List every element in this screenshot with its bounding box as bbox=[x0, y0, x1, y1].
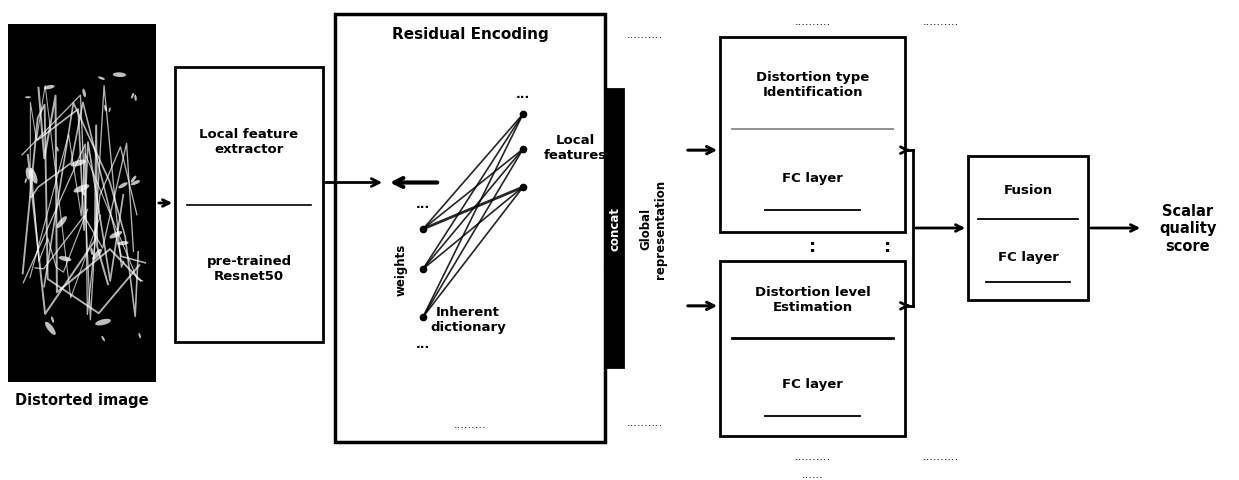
Ellipse shape bbox=[71, 160, 85, 167]
Ellipse shape bbox=[82, 89, 85, 98]
Bar bbox=[7, 25, 156, 382]
Text: ...: ... bbox=[416, 198, 430, 211]
Text: Distortion type
Identification: Distortion type Identification bbox=[756, 71, 869, 98]
Ellipse shape bbox=[90, 248, 93, 255]
Text: Scalar
quality
score: Scalar quality score bbox=[1160, 204, 1217, 253]
Text: :: : bbox=[809, 238, 817, 256]
Ellipse shape bbox=[26, 168, 30, 180]
Text: Global
representation: Global representation bbox=[639, 179, 667, 278]
Ellipse shape bbox=[25, 97, 31, 99]
Ellipse shape bbox=[95, 319, 112, 326]
Text: Distortion level
Estimation: Distortion level Estimation bbox=[755, 286, 870, 314]
Text: FC layer: FC layer bbox=[782, 377, 843, 390]
Text: ..........: .......... bbox=[627, 30, 663, 40]
Text: Fusion: Fusion bbox=[1004, 183, 1053, 196]
Bar bbox=[720, 38, 904, 232]
Ellipse shape bbox=[109, 231, 123, 239]
Ellipse shape bbox=[98, 77, 105, 81]
Text: ..........: .......... bbox=[923, 451, 959, 461]
Text: pre-trained
Resnet50: pre-trained Resnet50 bbox=[207, 254, 291, 282]
Ellipse shape bbox=[93, 249, 102, 261]
Bar bbox=[720, 262, 904, 436]
Ellipse shape bbox=[45, 322, 56, 335]
Text: .........: ......... bbox=[453, 419, 487, 429]
Ellipse shape bbox=[118, 241, 129, 246]
Bar bbox=[607, 90, 623, 367]
Ellipse shape bbox=[56, 147, 58, 152]
Text: Residual Encoding: Residual Encoding bbox=[392, 27, 549, 42]
Ellipse shape bbox=[139, 333, 141, 339]
Bar bbox=[335, 15, 605, 442]
Text: FC layer: FC layer bbox=[997, 251, 1058, 264]
Bar bbox=[175, 68, 323, 342]
Ellipse shape bbox=[131, 94, 134, 99]
Ellipse shape bbox=[131, 181, 140, 186]
Ellipse shape bbox=[57, 216, 67, 228]
Ellipse shape bbox=[30, 169, 37, 184]
Text: ..........: .......... bbox=[627, 417, 663, 427]
Text: FC layer: FC layer bbox=[782, 171, 843, 184]
Text: ...: ... bbox=[416, 338, 430, 351]
Ellipse shape bbox=[81, 189, 85, 196]
Text: :: : bbox=[885, 238, 892, 256]
Text: concat: concat bbox=[608, 206, 622, 251]
Ellipse shape bbox=[104, 106, 107, 112]
Bar bbox=[968, 156, 1088, 300]
Ellipse shape bbox=[51, 317, 55, 323]
Text: Local
features: Local features bbox=[544, 134, 607, 162]
Ellipse shape bbox=[134, 96, 136, 102]
Ellipse shape bbox=[131, 176, 136, 183]
Text: ..........: .......... bbox=[794, 17, 830, 27]
Ellipse shape bbox=[58, 257, 72, 262]
Ellipse shape bbox=[113, 73, 126, 78]
Ellipse shape bbox=[102, 336, 105, 341]
Text: weights: weights bbox=[394, 243, 408, 296]
Text: ..........: .......... bbox=[923, 17, 959, 27]
Text: ......: ...... bbox=[802, 469, 824, 479]
Text: ...: ... bbox=[515, 88, 530, 101]
Text: Distorted image: Distorted image bbox=[15, 393, 149, 408]
Text: ..........: .......... bbox=[794, 451, 830, 461]
Ellipse shape bbox=[25, 179, 27, 184]
Ellipse shape bbox=[118, 183, 128, 189]
Ellipse shape bbox=[73, 185, 89, 193]
Ellipse shape bbox=[109, 108, 110, 113]
Text: Inherent
dictionary: Inherent dictionary bbox=[430, 305, 506, 333]
Text: Local feature
extractor: Local feature extractor bbox=[199, 128, 299, 156]
Ellipse shape bbox=[43, 86, 55, 90]
